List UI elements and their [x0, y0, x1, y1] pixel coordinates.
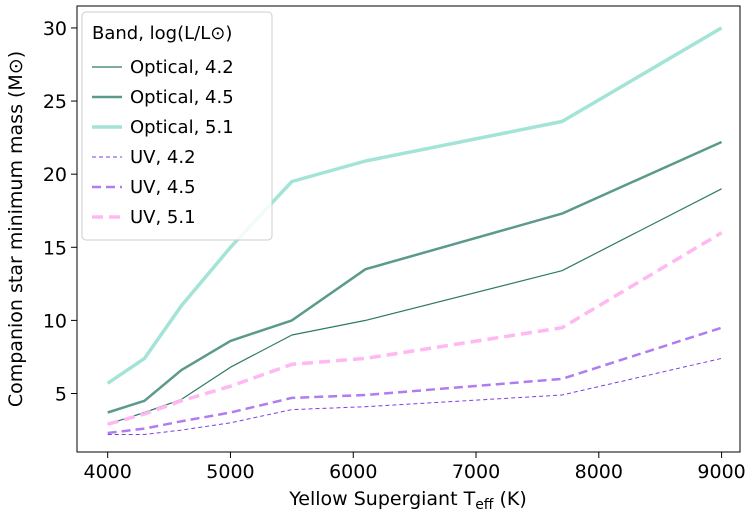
- x-tick-label: 9000: [697, 461, 745, 483]
- y-tick-label: 5: [55, 384, 67, 406]
- x-tick-label: 7000: [452, 461, 500, 483]
- series-line-2: [107, 140, 723, 414]
- legend: Band, log(L/L⊙) Optical, 4.2 Optical, 4.5…: [81, 11, 273, 241]
- series-line-4: [107, 357, 722, 435]
- x-axis-label: Yellow Supergiant Teff (K): [288, 488, 527, 513]
- x-tick-label: 4000: [84, 461, 132, 483]
- y-tick-label: 20: [43, 164, 67, 186]
- y-tick-label: 25: [43, 91, 67, 113]
- x-axis-label-unit: (K): [493, 488, 526, 510]
- legend-entries: Optical, 4.2 Optical, 4.5 Optical, 5.1 UV, …: [92, 57, 234, 228]
- legend-title: Band, log(L/L⊙): [92, 23, 232, 44]
- y-tick-label: 15: [43, 237, 67, 259]
- x-tick-label: 5000: [206, 461, 254, 483]
- legend-label-4: UV, 4.2: [130, 147, 196, 168]
- legend-label-2: Optical, 4.5: [130, 87, 234, 108]
- legend-label-1: Optical, 4.2: [130, 57, 234, 78]
- x-axis-label-main: Yellow Supergiant T: [288, 488, 475, 510]
- y-tick-label: 10: [43, 310, 67, 332]
- x-tick-label: 8000: [575, 461, 623, 483]
- x-axis-label-subscript: eff: [475, 497, 494, 513]
- series-line-1: [107, 188, 722, 425]
- legend-box: [81, 11, 273, 241]
- series-line-5: [107, 326, 722, 435]
- series-line-6: [107, 231, 723, 426]
- legend-label-5: UV, 4.5: [130, 177, 196, 198]
- y-tick-label: 30: [43, 18, 67, 40]
- legend-label-3: Optical, 5.1: [130, 117, 234, 138]
- legend-label-6: UV, 5.1: [130, 207, 196, 228]
- y-axis: 5 10 15 20 25 30: [43, 18, 77, 406]
- x-axis: 4000 5000 6000 7000 8000 9000: [84, 452, 746, 483]
- plot-frame: [76, 5, 741, 453]
- y-axis-label: Companion star minimum mass (M⊙): [5, 51, 27, 407]
- x-tick-label: 6000: [329, 461, 377, 483]
